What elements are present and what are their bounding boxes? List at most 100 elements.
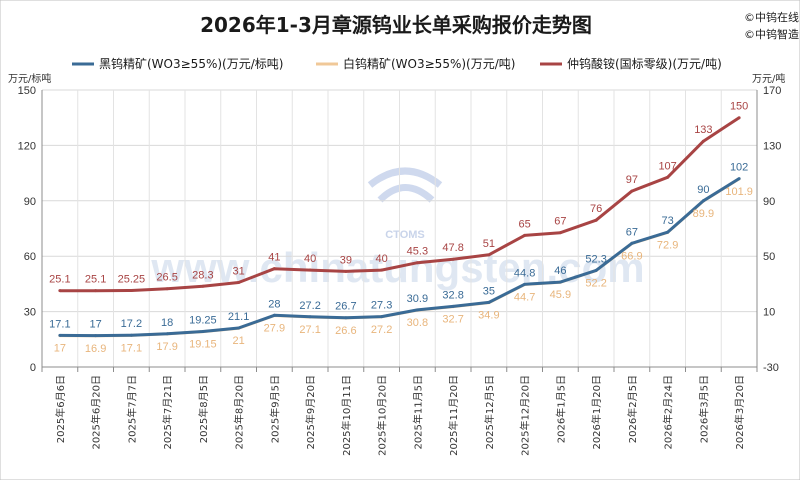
data-label: 34.9 bbox=[478, 310, 499, 322]
data-label: 17 bbox=[90, 319, 102, 331]
x-tick-label: 2026年1月20日 bbox=[590, 375, 603, 450]
right-tick-label: 170 bbox=[763, 85, 781, 97]
data-point bbox=[129, 288, 133, 292]
data-point bbox=[380, 268, 384, 272]
data-point bbox=[308, 315, 312, 319]
x-tick-label: 2025年6月20日 bbox=[90, 375, 103, 450]
right-tick-label: 50 bbox=[763, 251, 775, 263]
data-label: 21 bbox=[233, 335, 245, 347]
x-tick-label: 2025年11月5日 bbox=[411, 375, 424, 450]
data-point bbox=[415, 261, 419, 265]
series-line-3 bbox=[59, 116, 740, 293]
legend-label-1: 黑钨精矿(WO3≥55%)(万元/标吨) bbox=[99, 56, 283, 71]
legend-label-3: 仲钨酸铵(国标零级)(万元/吨) bbox=[567, 56, 722, 71]
data-point bbox=[701, 199, 705, 203]
data-point bbox=[523, 282, 527, 286]
data-label: 97 bbox=[626, 174, 638, 186]
data-label: 47.8 bbox=[442, 242, 463, 254]
data-label: 21.1 bbox=[228, 311, 249, 323]
data-point bbox=[594, 218, 598, 222]
data-label: 72.9 bbox=[657, 239, 678, 251]
series-line-1 bbox=[59, 177, 740, 338]
data-label: 45.3 bbox=[407, 246, 428, 258]
data-label: 17.9 bbox=[156, 341, 177, 353]
data-label: 26.6 bbox=[335, 325, 356, 337]
data-point bbox=[666, 230, 670, 234]
data-point bbox=[344, 316, 348, 320]
data-point bbox=[94, 334, 98, 338]
data-labels: 17.1 17 17.2 18 19.25 21.1 28 27.2 26.7 27.3 30.9 3… bbox=[49, 101, 753, 355]
data-label: 17 bbox=[54, 343, 66, 355]
x-tick-label: 2025年10月11日 bbox=[340, 375, 353, 456]
data-label: 32.8 bbox=[442, 289, 463, 301]
series bbox=[58, 116, 741, 338]
data-label: 17.1 bbox=[121, 342, 142, 354]
data-label: 35 bbox=[483, 285, 495, 297]
x-tick-label: 2026年2月5日 bbox=[626, 375, 639, 443]
right-tick-label: 10 bbox=[763, 307, 775, 319]
data-label: 30.8 bbox=[407, 317, 428, 329]
data-label: 26.7 bbox=[335, 301, 356, 313]
data-label: 27.3 bbox=[371, 300, 392, 312]
data-point bbox=[94, 289, 98, 293]
copyright-line-1: ©中钨在线 bbox=[744, 10, 799, 24]
data-point bbox=[237, 281, 241, 285]
data-point bbox=[487, 253, 491, 257]
data-label: 150 bbox=[730, 101, 748, 113]
data-point bbox=[201, 284, 205, 288]
data-label: 45.9 bbox=[550, 289, 571, 301]
x-tick-label: 2025年12月5日 bbox=[483, 375, 496, 450]
data-label: 27.2 bbox=[371, 324, 392, 336]
data-label: 101.9 bbox=[725, 186, 753, 198]
data-point bbox=[272, 313, 276, 317]
data-label: 40 bbox=[376, 253, 388, 265]
copyright-line-2: ©中钨智造 bbox=[744, 27, 799, 41]
data-point bbox=[58, 289, 62, 293]
data-label: 133 bbox=[694, 124, 712, 136]
data-point bbox=[451, 257, 455, 261]
data-point bbox=[415, 308, 419, 312]
data-label: 16.9 bbox=[85, 343, 106, 355]
right-axis-unit: 万元/吨 bbox=[752, 72, 785, 85]
x-tick-label: 2025年12月20日 bbox=[519, 375, 532, 456]
watermark-logo-text: CTOMS bbox=[385, 229, 425, 241]
data-label: 67 bbox=[554, 216, 566, 228]
x-tick-label: 2025年6月6日 bbox=[54, 375, 67, 443]
data-label: 44.8 bbox=[514, 267, 535, 279]
data-point bbox=[129, 333, 133, 337]
ctoms-logo: CTOMS bbox=[367, 167, 443, 241]
left-tick-label: 150 bbox=[18, 85, 36, 97]
right-tick-label: 90 bbox=[763, 196, 775, 208]
data-point bbox=[558, 280, 562, 284]
data-point bbox=[308, 268, 312, 272]
data-label: 31 bbox=[233, 266, 245, 278]
axes: 0 -30 30 10 60 50 90 90 120 130 150 170 2025年6月6日 202… bbox=[18, 85, 782, 456]
x-tick-label: 2025年7月21日 bbox=[161, 375, 174, 450]
data-label: 32.7 bbox=[442, 314, 463, 326]
data-label: 66.9 bbox=[621, 250, 642, 262]
data-label: 90 bbox=[697, 184, 709, 196]
data-label: 17.2 bbox=[121, 318, 142, 330]
data-point bbox=[380, 315, 384, 319]
right-tick-label: -30 bbox=[763, 362, 779, 374]
data-point bbox=[201, 329, 205, 333]
x-tick-label: 2026年2月24日 bbox=[662, 375, 675, 450]
left-tick-label: 90 bbox=[24, 196, 36, 208]
data-label: 39 bbox=[340, 254, 352, 266]
x-tick-label: 2025年7月7日 bbox=[125, 375, 138, 443]
data-label: 76 bbox=[590, 203, 602, 215]
data-point bbox=[165, 287, 169, 291]
x-tick-label: 2025年11月20日 bbox=[447, 375, 460, 456]
data-label: 25.1 bbox=[49, 274, 70, 286]
x-tick-label: 2026年3月20日 bbox=[733, 375, 746, 450]
x-tick-label: 2025年10月20日 bbox=[376, 375, 389, 456]
legend-label-2: 白钨精矿(WO3≥55%)(万元/吨) bbox=[343, 56, 515, 71]
left-tick-label: 120 bbox=[18, 140, 36, 152]
data-label: 41 bbox=[268, 252, 280, 264]
x-tick-label: 2025年9月5日 bbox=[268, 375, 281, 443]
data-label: 89.9 bbox=[693, 208, 714, 220]
x-tick-label: 2026年3月5日 bbox=[697, 375, 710, 443]
x-tick-label: 2025年9月20日 bbox=[304, 375, 317, 450]
data-label: 19.25 bbox=[189, 314, 217, 326]
